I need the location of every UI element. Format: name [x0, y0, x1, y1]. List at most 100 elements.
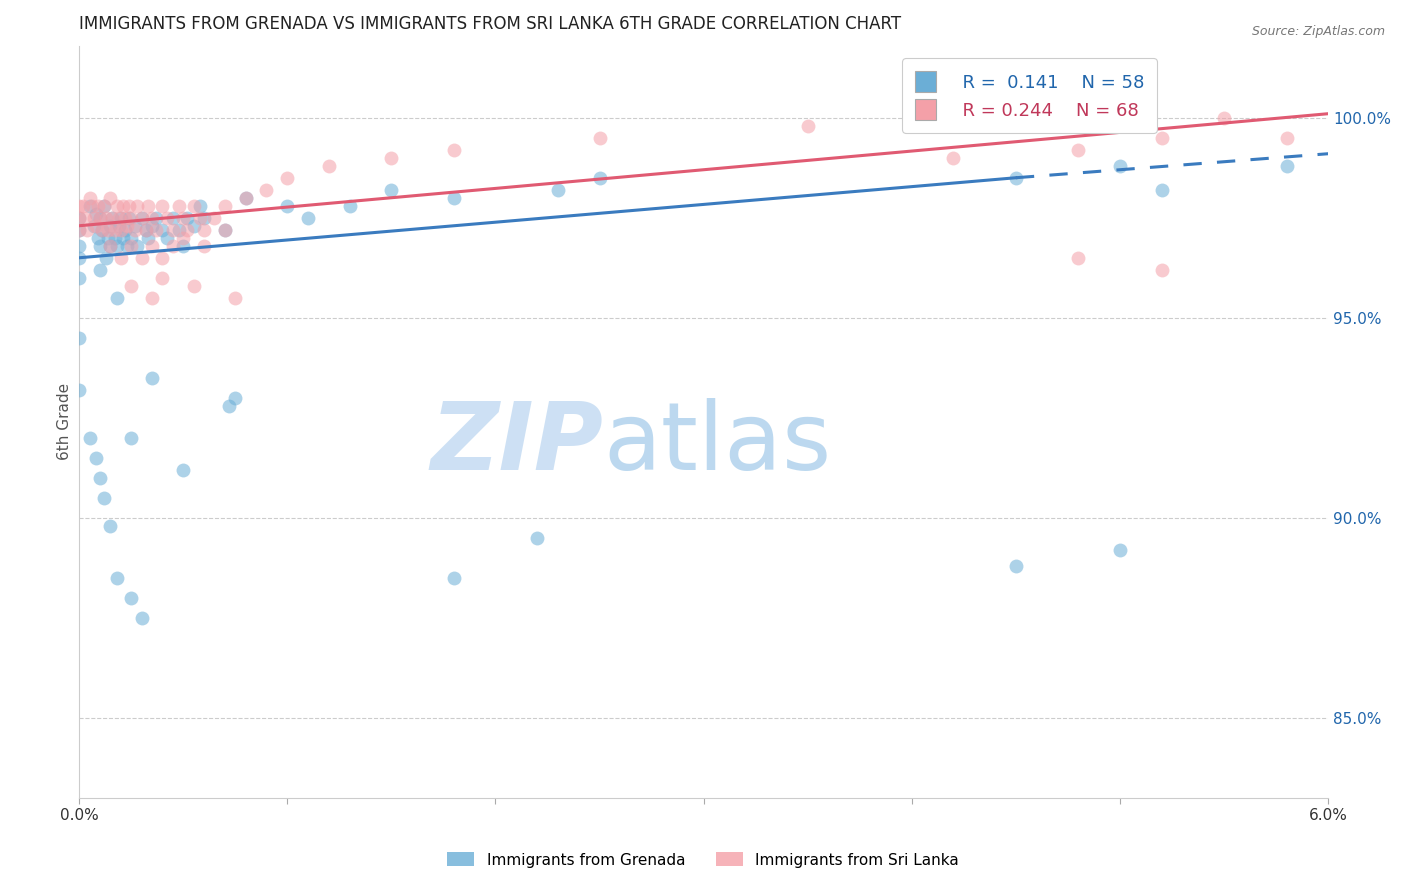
- Point: [1275, 130, 1298, 145]
- Point: [218, 399, 240, 413]
- Point: [167, 199, 190, 213]
- Point: [547, 183, 569, 197]
- Point: [214, 223, 236, 237]
- Text: atlas: atlas: [603, 399, 832, 491]
- Point: [145, 223, 167, 237]
- Point: [107, 219, 129, 233]
- Point: [105, 239, 128, 253]
- Point: [87, 231, 110, 245]
- Point: [256, 183, 278, 197]
- Point: [235, 191, 257, 205]
- Point: [204, 211, 226, 225]
- Point: [183, 199, 205, 213]
- Point: [97, 223, 120, 237]
- Point: [67, 223, 90, 237]
- Point: [72, 199, 94, 213]
- Y-axis label: 6th Grade: 6th Grade: [58, 384, 72, 460]
- Point: [131, 251, 153, 265]
- Point: [796, 119, 818, 133]
- Point: [105, 291, 128, 305]
- Point: [141, 239, 163, 253]
- Point: [131, 611, 153, 625]
- Point: [167, 223, 190, 237]
- Point: [98, 519, 121, 533]
- Point: [93, 491, 115, 505]
- Point: [115, 239, 138, 253]
- Point: [172, 231, 194, 245]
- Point: [155, 211, 177, 225]
- Point: [83, 219, 105, 233]
- Point: [162, 223, 184, 237]
- Point: [84, 207, 107, 221]
- Point: [131, 211, 153, 225]
- Point: [103, 223, 125, 237]
- Point: [588, 130, 610, 145]
- Point: [120, 239, 142, 253]
- Point: [172, 211, 194, 225]
- Point: [224, 391, 246, 405]
- Point: [150, 199, 173, 213]
- Point: [1109, 543, 1132, 558]
- Point: [89, 211, 111, 225]
- Point: [91, 223, 114, 237]
- Point: [84, 219, 107, 233]
- Point: [141, 371, 163, 385]
- Point: [141, 211, 163, 225]
- Point: [176, 223, 198, 237]
- Point: [67, 270, 90, 285]
- Point: [183, 219, 205, 233]
- Point: [110, 223, 132, 237]
- Point: [98, 239, 121, 253]
- Point: [80, 199, 103, 213]
- Point: [118, 199, 141, 213]
- Legend:   R =  0.141    N = 58,   R = 0.244    N = 68: R = 0.141 N = 58, R = 0.244 N = 68: [903, 59, 1157, 133]
- Point: [96, 211, 118, 225]
- Point: [110, 211, 132, 225]
- Point: [150, 223, 173, 237]
- Point: [1067, 143, 1090, 157]
- Point: [127, 239, 149, 253]
- Point: [76, 223, 98, 237]
- Point: [120, 211, 142, 225]
- Point: [141, 219, 163, 233]
- Point: [145, 211, 167, 225]
- Point: [120, 431, 142, 445]
- Point: [380, 151, 402, 165]
- Point: [98, 191, 121, 205]
- Point: [67, 239, 90, 253]
- Point: [942, 151, 965, 165]
- Point: [67, 223, 90, 237]
- Point: [193, 211, 215, 225]
- Point: [120, 231, 142, 245]
- Point: [1005, 558, 1028, 573]
- Legend: Immigrants from Grenada, Immigrants from Sri Lanka: Immigrants from Grenada, Immigrants from…: [440, 847, 966, 873]
- Point: [67, 251, 90, 265]
- Point: [193, 223, 215, 237]
- Point: [188, 199, 211, 213]
- Point: [1275, 159, 1298, 173]
- Point: [443, 143, 465, 157]
- Point: [1150, 183, 1173, 197]
- Point: [588, 170, 610, 185]
- Point: [526, 531, 548, 545]
- Point: [136, 231, 159, 245]
- Point: [443, 191, 465, 205]
- Point: [114, 223, 136, 237]
- Point: [110, 251, 132, 265]
- Point: [276, 170, 298, 185]
- Point: [135, 223, 157, 237]
- Point: [1150, 262, 1173, 277]
- Point: [101, 211, 124, 225]
- Point: [155, 231, 177, 245]
- Point: [115, 219, 138, 233]
- Point: [339, 199, 361, 213]
- Point: [83, 211, 105, 225]
- Point: [131, 211, 153, 225]
- Point: [75, 211, 97, 225]
- Point: [214, 223, 236, 237]
- Point: [188, 211, 211, 225]
- Point: [105, 199, 128, 213]
- Point: [84, 450, 107, 465]
- Point: [111, 231, 134, 245]
- Point: [120, 591, 142, 605]
